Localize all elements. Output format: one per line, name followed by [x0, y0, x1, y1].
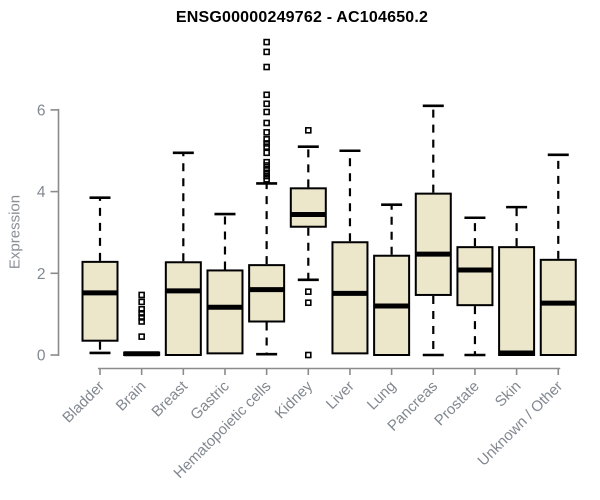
- box-liver: [331, 241, 369, 355]
- outlier-hematopoietic-cells: [263, 48, 270, 56]
- box-bladder: [81, 260, 119, 342]
- outlier-hematopoietic-cells: [263, 38, 270, 46]
- outlier-hematopoietic-cells: [263, 149, 270, 157]
- outlier-hematopoietic-cells: [263, 108, 270, 116]
- outlier-kidney: [304, 351, 312, 359]
- chart-title: ENSG00000249762 - AC104650.2: [175, 9, 429, 26]
- box-pancreas: [414, 192, 452, 296]
- x-category-label: Breast: [148, 377, 191, 420]
- x-category-label: Bladder: [59, 378, 108, 427]
- y-tick-label: 0: [37, 348, 46, 365]
- box-hematopoietic-cells: [248, 264, 286, 323]
- x-category-label: Prostate: [431, 378, 483, 430]
- outlier-brain: [138, 333, 145, 340]
- outlier-hematopoietic-cells: [263, 119, 270, 127]
- outlier-hematopoietic-cells: [263, 91, 270, 99]
- outlier-hematopoietic-cells: [263, 165, 270, 173]
- box-gastric: [206, 269, 244, 355]
- outlier-kidney: [304, 127, 312, 134]
- x-category-label: Liver: [323, 378, 358, 413]
- x-category-label: Lung: [364, 378, 400, 414]
- box-breast: [164, 261, 202, 357]
- outlier-brain: [138, 305, 145, 313]
- x-category-label: Kidney: [272, 377, 317, 422]
- outlier-hematopoietic-cells: [263, 136, 270, 143]
- outlier-brain: [138, 310, 145, 317]
- outlier-hematopoietic-cells: [263, 63, 270, 71]
- outlier-hematopoietic-cells: [263, 158, 270, 166]
- outlier-brain: [138, 298, 145, 306]
- outlier-hematopoietic-cells: [263, 140, 270, 147]
- y-tick-label: 2: [37, 266, 46, 283]
- outlier-brain: [138, 291, 145, 299]
- outlier-kidney: [304, 299, 312, 307]
- outlier-hematopoietic-cells: [263, 169, 270, 177]
- outlier-kidney: [304, 288, 312, 295]
- y-tick-label: 6: [37, 102, 46, 119]
- box-unknown-other: [539, 258, 577, 356]
- box-skin: [498, 246, 536, 357]
- x-category-label: Skin: [492, 378, 525, 411]
- x-category-label: Brain: [113, 378, 150, 415]
- y-tick-label: 4: [37, 184, 46, 201]
- outlier-hematopoietic-cells: [263, 100, 270, 108]
- box-kidney: [289, 187, 327, 228]
- outlier-brain: [138, 314, 145, 321]
- outlier-brain: [138, 318, 145, 325]
- box-prostate: [456, 246, 494, 307]
- outlier-hematopoietic-cells: [263, 129, 270, 136]
